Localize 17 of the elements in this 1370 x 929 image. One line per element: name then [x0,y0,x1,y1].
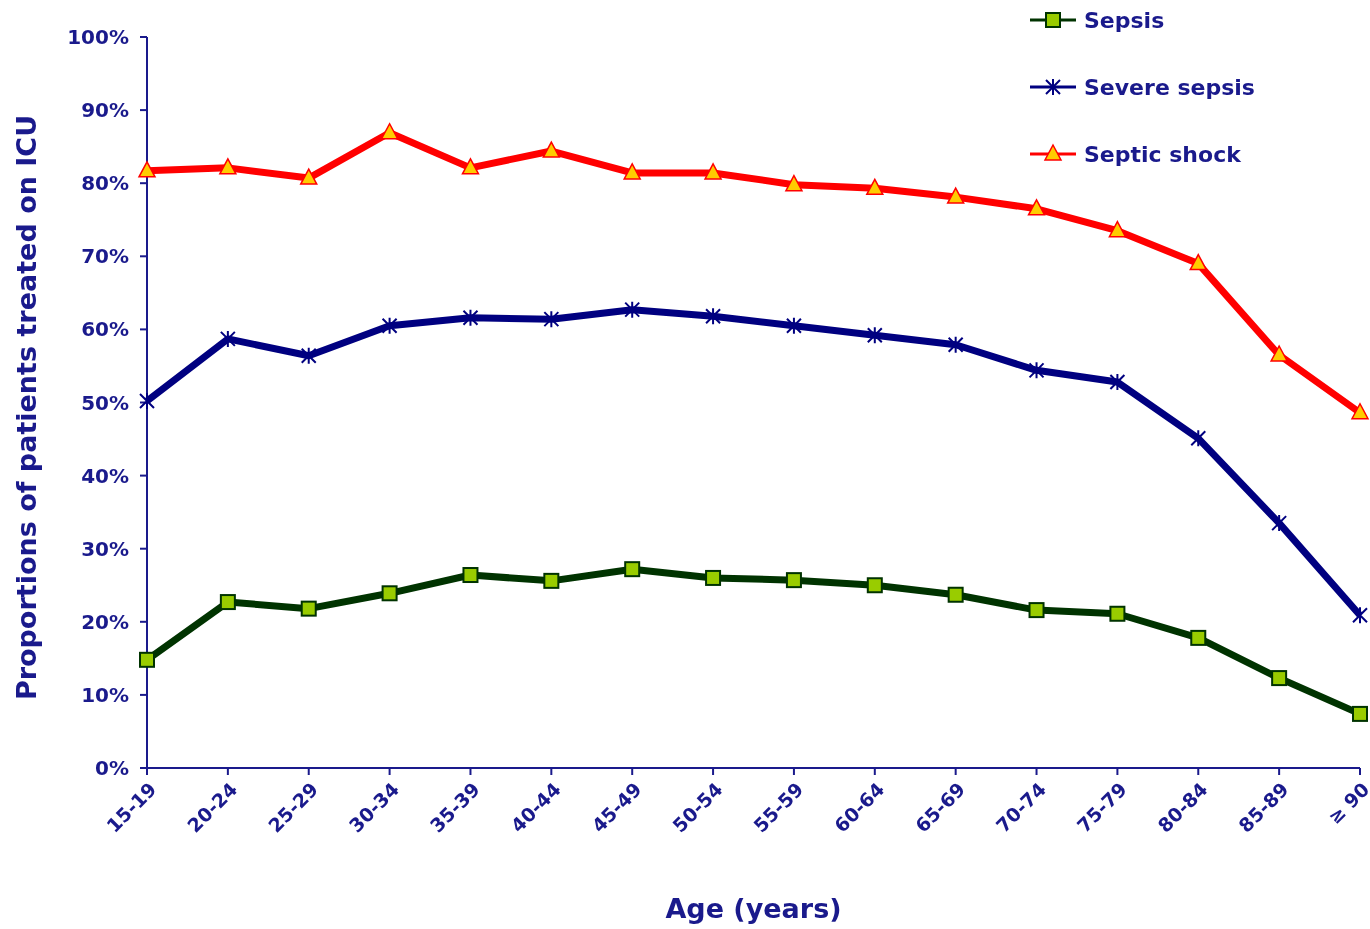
y-tick-label: 70% [81,244,129,269]
y-tick-label: 60% [81,317,129,342]
y-axis-title: Proportions of patients treated on ICU [11,114,42,701]
legend-label: Severe sepsis [1084,74,1255,100]
x-tick-label: ≥ 90 [1323,777,1370,829]
legend-label: Septic shock [1084,141,1243,167]
x-axis-title: Age (years) [665,893,842,924]
y-tick-label: 80% [81,171,129,196]
y-tick-label: 100% [67,25,129,49]
y-tick-label: 0% [95,756,129,780]
y-tick-label: 90% [81,98,129,123]
legend-label: Sepsis [1084,7,1165,33]
y-tick-label: 50% [81,390,129,415]
y-tick-label: 30% [81,536,129,561]
y-tick-label: 20% [81,609,129,634]
y-tick-label: 40% [81,463,129,488]
y-tick-label: 10% [81,682,129,707]
